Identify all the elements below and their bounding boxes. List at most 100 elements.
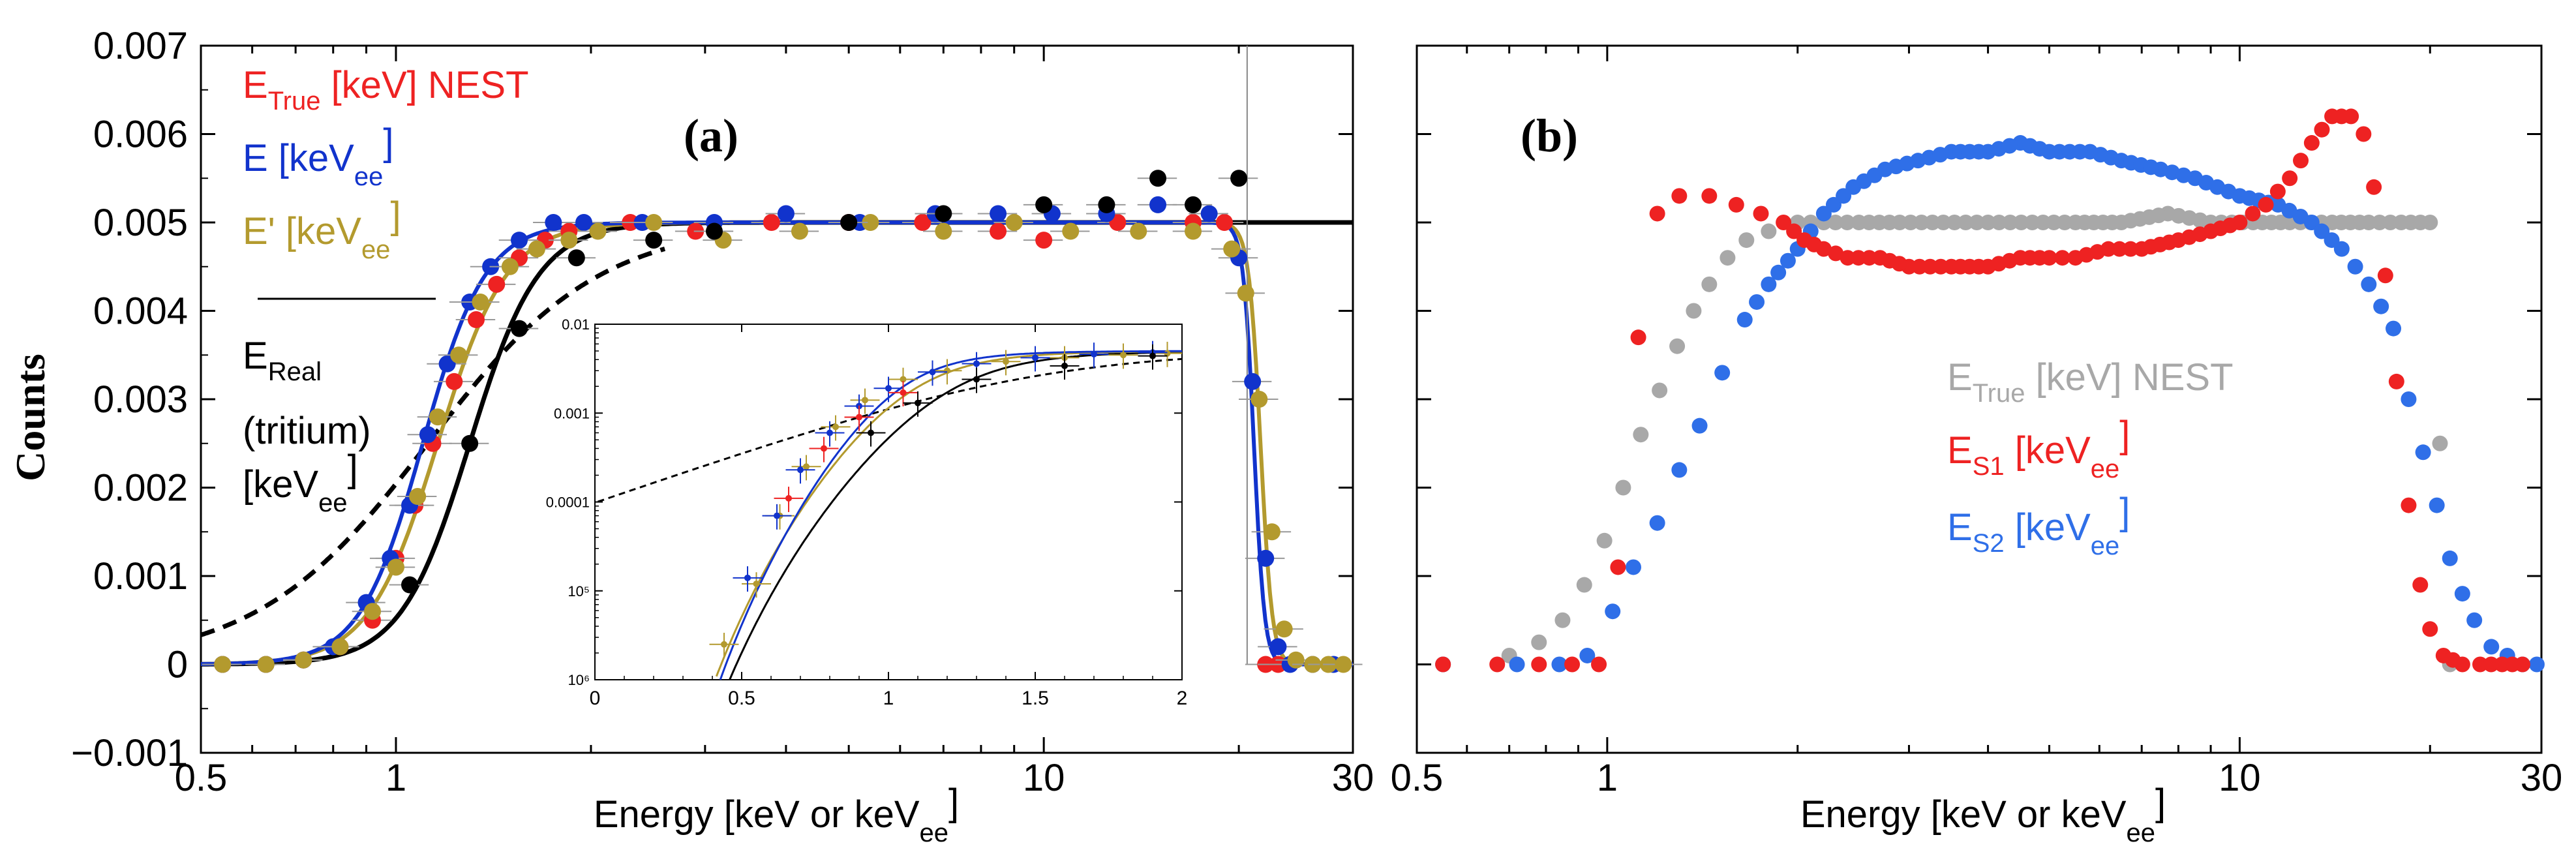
data-point (2292, 208, 2309, 224)
legend-a-entry-keVee: [keVee] (243, 448, 358, 517)
data-point (1625, 559, 1641, 575)
data-point (2361, 276, 2377, 292)
data-point (1691, 417, 1708, 434)
x-tick-label: 30 (2521, 757, 2563, 799)
data-point (2002, 215, 2018, 230)
data-point (1335, 656, 1352, 673)
data-point (1652, 382, 1668, 399)
data-point (2472, 656, 2489, 673)
inset-data-point (1032, 354, 1038, 361)
data-point (2057, 215, 2073, 230)
data-point (461, 434, 479, 452)
data-point (409, 488, 427, 506)
data-point (2412, 577, 2429, 593)
data-point (1991, 215, 2007, 230)
data-point (1913, 215, 1930, 230)
inset-ticks: 0 0.5 1 1.5 2 10⁶ 10⁵ 0.0001 0.001 0.01 (546, 316, 1188, 709)
data-point (1714, 365, 1731, 381)
data-point (1806, 236, 1822, 252)
data-point (1861, 250, 1877, 266)
panel-a-x-ticks: 0.5 1 10 30 (175, 46, 1374, 799)
data-point (575, 214, 593, 231)
data-point (1749, 294, 1765, 310)
data-point (2432, 435, 2448, 451)
data-point (472, 293, 489, 311)
panel-b-tag: (b) (1521, 110, 1578, 162)
data-point (1551, 656, 1568, 673)
data-point (914, 214, 932, 231)
data-point (2324, 232, 2340, 249)
data-point (1610, 559, 1626, 575)
data-point (1827, 215, 1843, 230)
data-point (2366, 179, 2382, 195)
data-point (2412, 215, 2429, 230)
data-point (2143, 159, 2159, 175)
data-point (1686, 303, 1702, 319)
data-point (2161, 234, 2177, 250)
data-point (2054, 250, 2070, 266)
data-point (2220, 183, 2237, 200)
panel-a-data-points (202, 170, 1363, 673)
data-point (2371, 215, 2387, 230)
data-point (438, 355, 456, 372)
inset-y-tick-label: 0.001 (554, 405, 590, 421)
data-point (364, 603, 382, 620)
data-point (791, 222, 808, 240)
data-point (2245, 205, 2261, 222)
data-point (2333, 108, 2350, 125)
inset-x-tick-label: 2 (1177, 688, 1188, 709)
legend-b-entry-es1: ES1 [keVee] (1947, 414, 2130, 483)
data-point (2103, 149, 2119, 166)
data-point (1035, 196, 1053, 213)
data-point (1839, 215, 1855, 230)
inset-data-point (753, 580, 760, 587)
data-point (2504, 656, 2521, 673)
data-point (401, 576, 419, 594)
inset-data-point (826, 429, 833, 436)
inset-data-point (832, 423, 839, 431)
data-point (568, 249, 585, 267)
data-point (2222, 217, 2238, 234)
legend-a-entry-e: E [keVee] (243, 121, 393, 191)
legend-a-entry-eprime: E' [keVee] (243, 194, 401, 264)
data-point (2454, 586, 2470, 602)
data-point (450, 346, 468, 364)
data-point (1531, 656, 1547, 673)
data-point (1836, 188, 1852, 204)
y-axis-label: Counts (7, 354, 53, 481)
data-point (1230, 170, 1248, 187)
panel-a-tag: (a) (684, 110, 738, 162)
data-point (1969, 215, 1985, 230)
data-point (840, 214, 858, 231)
data-point (1671, 462, 1688, 478)
data-point (2258, 196, 2274, 213)
data-point (1130, 222, 1147, 240)
data-point (2415, 444, 2431, 461)
data-point (1891, 256, 1907, 272)
inset-y-tick-label: 10⁵ (568, 583, 590, 599)
data-point (2422, 621, 2438, 637)
data-point (1932, 147, 1948, 163)
data-point (645, 214, 663, 231)
data-point (1933, 258, 1949, 275)
data-point (2388, 373, 2404, 389)
data-point (1971, 258, 1987, 275)
x-tick-label: 1 (386, 757, 406, 799)
data-point (1899, 155, 1915, 172)
inset-data-point (915, 399, 921, 406)
y-tick-label: 0.004 (93, 290, 188, 333)
inset-x-tick-label: 1.5 (1022, 688, 1049, 709)
data-point (2013, 215, 2029, 230)
inset-data-point (973, 360, 980, 367)
data-point (1720, 250, 1736, 266)
data-point (545, 214, 562, 231)
data-point (2151, 207, 2167, 224)
inset-y-tick-label: 10⁶ (568, 672, 590, 688)
data-point (2352, 215, 2368, 230)
data-point (331, 638, 349, 656)
data-point (2175, 167, 2192, 183)
data-point (2123, 241, 2139, 257)
data-point (2046, 215, 2062, 230)
data-point (1701, 188, 1718, 204)
data-point (1489, 656, 1506, 673)
